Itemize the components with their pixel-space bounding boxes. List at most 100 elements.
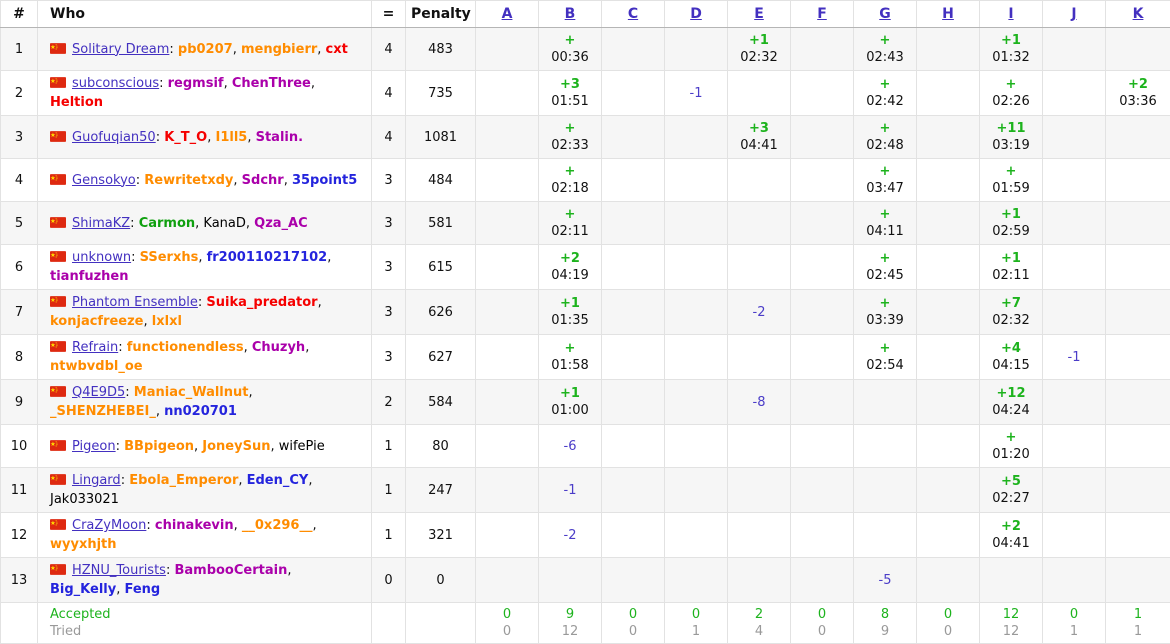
member-handle[interactable]: wyyxhjth	[50, 537, 117, 552]
problem-cell-empty	[476, 558, 539, 603]
accepted-time: 04:15	[985, 357, 1037, 374]
problem-cell-empty	[1043, 245, 1106, 290]
problem-link-J[interactable]: J	[1071, 6, 1076, 22]
accepted-attempts: +	[544, 206, 596, 223]
member-handle[interactable]: Feng	[124, 582, 160, 597]
member-handle[interactable]: Qza_AC	[254, 216, 308, 231]
problem-cell-empty	[665, 202, 728, 245]
member-handle[interactable]: mengbierr	[241, 42, 317, 57]
member-handle[interactable]: _SHENZHEBEI_	[50, 404, 156, 419]
separator: ,	[318, 295, 322, 310]
member-handle[interactable]: regmsif	[168, 76, 224, 91]
team-link[interactable]: CraZyMoon	[72, 518, 146, 533]
member-handle[interactable]: __0x296__	[242, 518, 313, 533]
problem-link-F[interactable]: F	[817, 6, 827, 22]
member-handle[interactable]: Rewritetxdy	[144, 173, 233, 188]
member-handle[interactable]: Suika_predator	[206, 295, 317, 310]
accepted-attempts: +2	[1111, 76, 1165, 93]
member-handle[interactable]: BambooCertain	[174, 563, 287, 578]
member-handle[interactable]: 35point5	[292, 173, 357, 188]
rejected-attempts: -1	[690, 86, 703, 101]
problem-link-K[interactable]: K	[1133, 6, 1144, 22]
cn-flag-icon	[50, 440, 66, 451]
member-handle[interactable]: I1ll5	[215, 130, 247, 145]
problem-cell-empty	[728, 468, 791, 513]
member-handle[interactable]: BBpigeon	[124, 439, 194, 454]
team-link[interactable]: Q4E9D5	[72, 385, 125, 400]
cn-flag-icon	[50, 131, 66, 142]
problem-cell-empty	[728, 335, 791, 380]
problem-cell-empty	[476, 116, 539, 159]
problem-cell-empty	[917, 116, 980, 159]
penalty-cell: 584	[406, 380, 476, 425]
member-handle[interactable]: fr200110217102	[207, 250, 328, 265]
team-link[interactable]: Lingard	[72, 473, 121, 488]
team-link[interactable]: HZNU_Tourists	[72, 563, 166, 578]
penalty-cell: 247	[406, 468, 476, 513]
team-link[interactable]: Guofuqian50	[72, 130, 156, 145]
team-link[interactable]: Pigeon	[72, 439, 116, 454]
team-link[interactable]: subconscious	[72, 76, 159, 91]
accepted-time: 02:11	[544, 223, 596, 240]
problem-link-A[interactable]: A	[502, 6, 513, 22]
team-link[interactable]: ShimaKZ	[72, 216, 130, 231]
team-link[interactable]: unknown	[72, 250, 131, 265]
problem-link-I[interactable]: I	[1008, 6, 1013, 22]
member-handle[interactable]: Jak033021	[50, 492, 119, 507]
member-handle[interactable]: Heltion	[50, 95, 103, 110]
problem-link-D[interactable]: D	[690, 6, 702, 22]
problem-cell-empty	[791, 380, 854, 425]
problem-link-B[interactable]: B	[565, 6, 576, 22]
member-handle[interactable]: Big_Kelly	[50, 582, 116, 597]
member-handle[interactable]: functionendless	[127, 340, 244, 355]
member-handle[interactable]: JoneySun	[202, 439, 270, 454]
member-handle[interactable]: cxt	[326, 42, 348, 57]
member-handle[interactable]: Ebola_Emperor	[129, 473, 238, 488]
member-handle[interactable]: konjacfreeze	[50, 314, 144, 329]
accepted-time: 00:36	[544, 49, 596, 66]
member-handle[interactable]: Stalin.	[256, 130, 303, 145]
problem-cell-empty	[1043, 116, 1106, 159]
member-handle[interactable]: Sdchr	[242, 173, 284, 188]
member-handle[interactable]: wifePie	[279, 439, 325, 454]
problem-link-H[interactable]: H	[942, 6, 954, 22]
problem-link-C[interactable]: C	[628, 6, 638, 22]
team-link[interactable]: Solitary Dream	[72, 42, 169, 57]
member-handle[interactable]: pb0207	[178, 42, 233, 57]
tried-count: 1	[1048, 623, 1100, 640]
accepted-time: 02:48	[859, 137, 911, 154]
problem-cell-empty	[917, 558, 980, 603]
member-handle[interactable]: ntwbvdbl_oe	[50, 359, 143, 374]
problem-cell-empty	[854, 380, 917, 425]
problem-cell-rejected: -2	[728, 290, 791, 335]
team-link[interactable]: Phantom Ensemble	[72, 295, 198, 310]
member-handle[interactable]: Eden_CY	[247, 473, 309, 488]
member-handle[interactable]: Maniac_Wallnut	[134, 385, 249, 400]
team-link[interactable]: Gensokyo	[72, 173, 136, 188]
member-handle[interactable]: chinakevin	[155, 518, 234, 533]
problem-link-G[interactable]: G	[879, 6, 891, 22]
problem-cell-empty	[665, 335, 728, 380]
member-handle[interactable]: K_T_O	[164, 130, 207, 145]
who-cell: Phantom Ensemble: Suika_predator, konjac…	[38, 290, 372, 335]
member-handle[interactable]: Carmon	[139, 216, 195, 231]
problem-link-E[interactable]: E	[754, 6, 764, 22]
problem-cell-empty	[1106, 159, 1170, 202]
tried-count: 1	[670, 623, 722, 640]
team-link[interactable]: Refrain	[72, 340, 118, 355]
member-handle[interactable]: tianfuzhen	[50, 269, 129, 284]
member-handle[interactable]: Chuzyh	[252, 340, 305, 355]
member-handle[interactable]: ChenThree	[232, 76, 311, 91]
problem-cell-empty	[602, 290, 665, 335]
member-handle[interactable]: KanaD	[203, 216, 245, 231]
accepted-count: 0	[481, 606, 533, 623]
member-handle[interactable]: SSerxhs	[140, 250, 199, 265]
member-handle[interactable]: nn020701	[164, 404, 237, 419]
member-handle[interactable]: lxlxl	[152, 314, 182, 329]
accepted-time: 02:33	[544, 137, 596, 154]
